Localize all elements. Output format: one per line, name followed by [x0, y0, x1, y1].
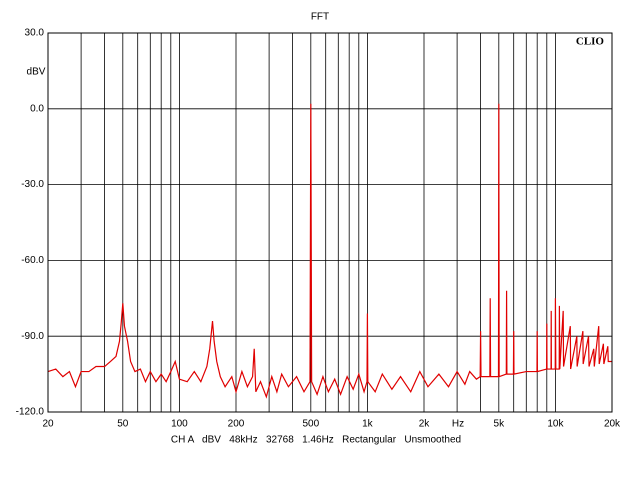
y-tick-label: -120.0: [16, 407, 45, 418]
x-tick-label: 200: [228, 419, 245, 430]
brand: CLIO: [576, 36, 605, 48]
x-tick-label: 500: [302, 419, 319, 430]
y-tick-label: 30.0: [25, 28, 45, 39]
y-tick-label: -30.0: [21, 179, 44, 190]
chart-title: FFT: [311, 12, 329, 23]
x-tick-label: 5k: [494, 419, 506, 430]
caption: CH A dBV 48kHz 32768 1.46Hz Rectangular …: [171, 435, 461, 446]
spectrum-line: [47, 103, 612, 399]
plot-frame: [47, 32, 613, 413]
x-tick-label: 2k: [419, 419, 431, 430]
x-tick-label: 20k: [604, 419, 621, 430]
y-tick-label: -90.0: [21, 331, 44, 342]
x-axis-label: Hz: [452, 419, 464, 430]
x-tick-label: 1k: [362, 419, 374, 430]
y-tick-label: 0.0: [30, 103, 44, 114]
y-tick-label: -60.0: [21, 255, 44, 266]
x-tick-label: 20: [42, 419, 54, 430]
y-axis-label: dBV: [27, 67, 46, 78]
x-tick-label: 100: [171, 419, 188, 430]
x-tick-label: 50: [117, 419, 129, 430]
x-tick-label: 10k: [547, 419, 564, 430]
